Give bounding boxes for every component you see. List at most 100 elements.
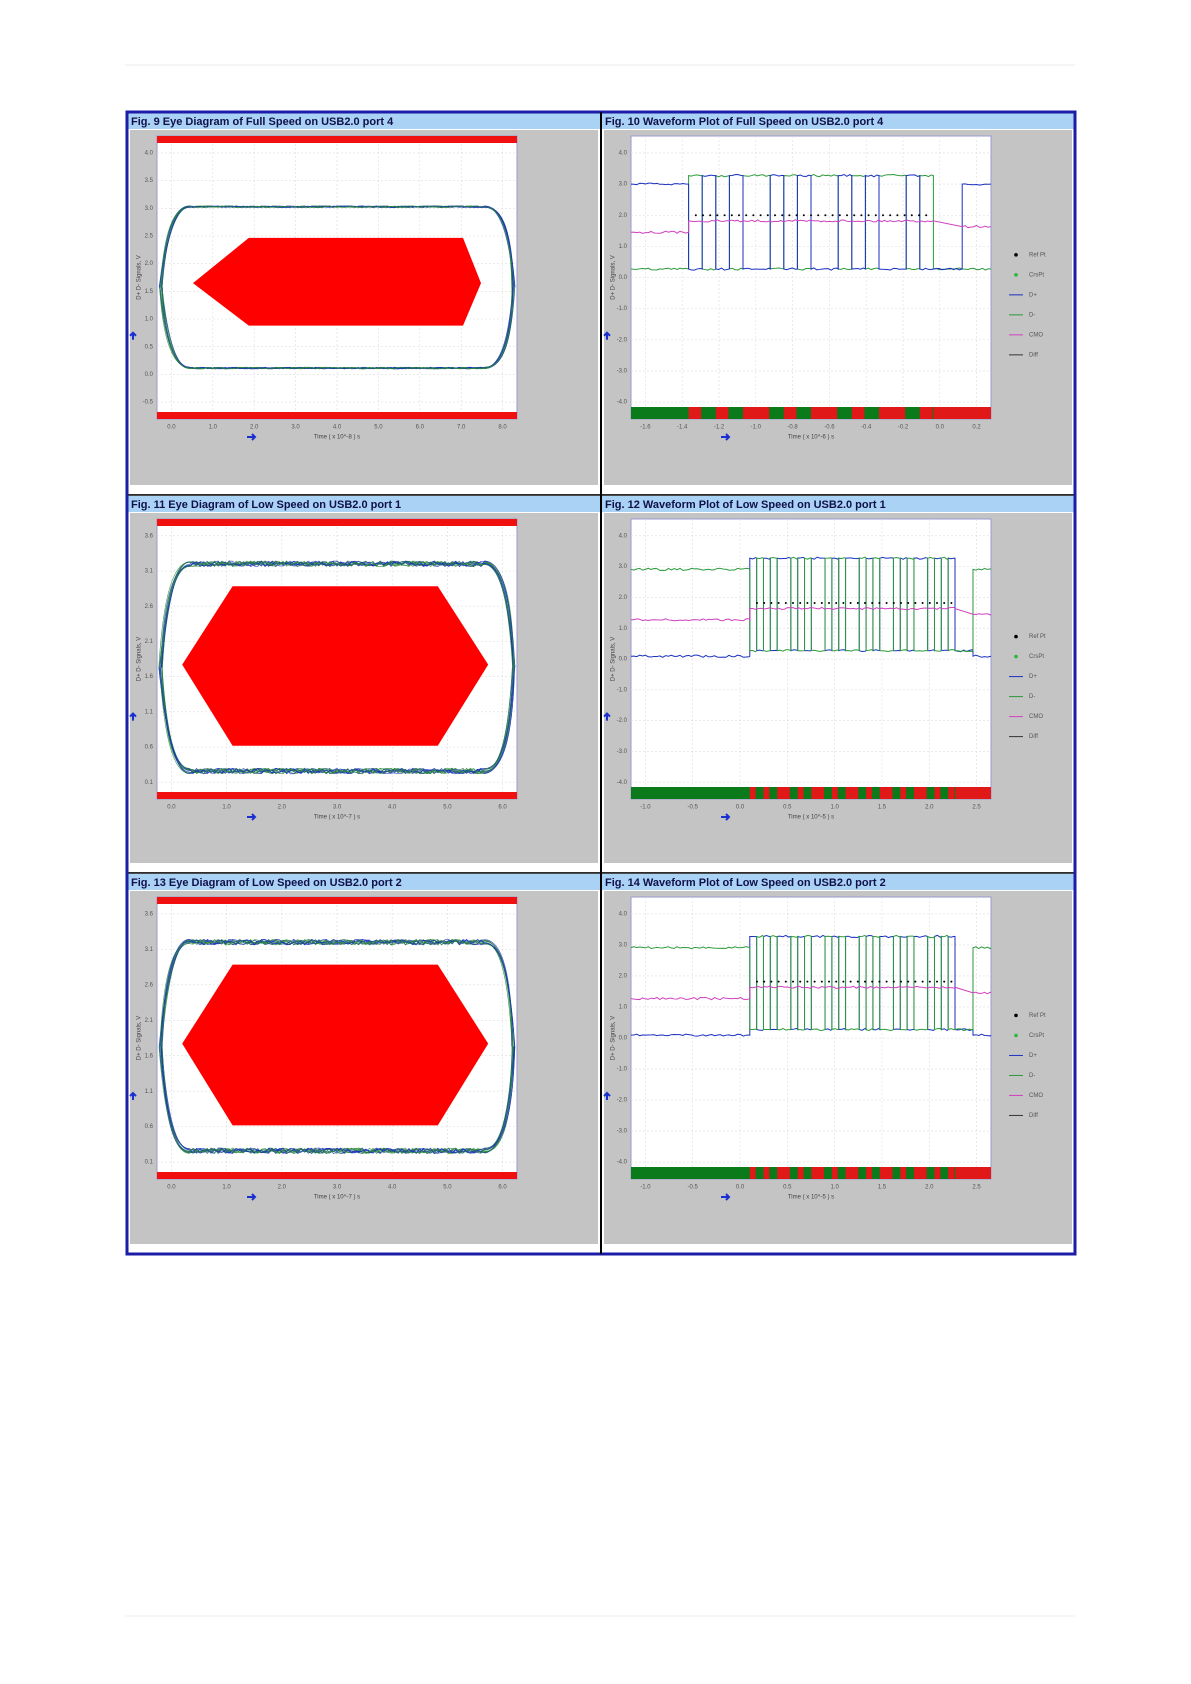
legend-label: D- xyxy=(1029,312,1035,318)
x-tick-label: 0.0 xyxy=(167,1185,176,1191)
ref-point xyxy=(835,980,838,983)
legend-label: D- xyxy=(1029,694,1035,700)
figure-panel: Fig. 10 Waveform Plot of Full Speed on U… xyxy=(600,111,1076,496)
x-tick-label: 3.0 xyxy=(291,425,300,431)
decode-segment xyxy=(777,1167,790,1179)
ref-point xyxy=(716,214,719,217)
x-tick-label: -1.0 xyxy=(640,805,651,811)
ref-point xyxy=(849,602,852,604)
arrow-icon xyxy=(721,813,731,821)
ref-point xyxy=(928,980,931,983)
ref-point xyxy=(864,980,866,983)
legend-label: Diff xyxy=(1029,734,1038,740)
y-tick-label: -0.5 xyxy=(143,400,154,406)
arrow-icon xyxy=(721,1193,731,1201)
ref-point xyxy=(738,214,740,217)
ref-point xyxy=(763,602,766,604)
ref-point xyxy=(910,214,913,217)
x-tick-label: 1.5 xyxy=(878,805,887,811)
ref-point xyxy=(928,602,931,604)
ref-point xyxy=(813,980,816,983)
arrow-icon xyxy=(603,712,611,721)
figure-panel: Fig. 13 Eye Diagram of Low Speed on USB2… xyxy=(126,872,602,1255)
x-tick-label: 7.0 xyxy=(457,425,466,431)
title-bar xyxy=(602,496,1074,512)
figure-title: Fig. 13 Eye Diagram of Low Speed on USB2… xyxy=(131,877,402,889)
decode-segment xyxy=(879,1167,893,1179)
x-tick-label: 6.0 xyxy=(416,425,425,431)
decode-segment xyxy=(866,1167,872,1179)
eye-trace xyxy=(160,1046,516,1155)
decode-segment xyxy=(845,787,859,799)
x-tick-label: 2.0 xyxy=(278,805,287,811)
ref-point xyxy=(921,980,924,983)
x-tick-label: 3.0 xyxy=(333,805,342,811)
ref-point xyxy=(784,602,787,604)
x-axis-label: Time ( x 10^-7 ) s xyxy=(314,1195,360,1201)
ref-point xyxy=(759,214,762,217)
ref-point xyxy=(802,214,805,217)
y-tick-label: 0.0 xyxy=(619,1036,628,1042)
arrow-icon xyxy=(603,331,611,340)
x-tick-label: 1.0 xyxy=(222,1185,231,1191)
legend-label: CrsPt xyxy=(1029,272,1044,278)
eye-trace xyxy=(161,938,516,1047)
ref-point xyxy=(774,214,776,217)
y-tick-label: 0.0 xyxy=(619,275,628,281)
legend-label: CrsPt xyxy=(1029,1033,1044,1039)
legend-label: Ref Pt xyxy=(1029,1013,1046,1019)
common-mode-trace xyxy=(630,985,992,1001)
ref-point xyxy=(792,980,794,983)
x-tick-label: 1.0 xyxy=(209,425,218,431)
mask-bar xyxy=(157,1172,517,1179)
figure-panel: Fig. 11 Eye Diagram of Low Speed on USB2… xyxy=(126,494,602,874)
ref-point xyxy=(900,602,902,604)
x-tick-label: 0.0 xyxy=(936,425,945,431)
y-tick-label: 3.1 xyxy=(145,947,154,953)
eye-trace xyxy=(161,667,514,775)
ref-point xyxy=(766,214,769,217)
legend-marker xyxy=(1014,1033,1018,1038)
x-axis-label: Time ( x 10^-6 ) s xyxy=(788,435,834,441)
y-tick-label: 3.1 xyxy=(145,569,154,575)
ref-point xyxy=(813,602,816,604)
decode-segment xyxy=(688,407,702,419)
legend-marker xyxy=(1014,273,1018,277)
decode-segment xyxy=(934,787,941,799)
decode-segment xyxy=(866,787,872,799)
y-tick-label: -1.0 xyxy=(617,687,628,693)
eye-trace xyxy=(159,667,513,775)
y-tick-label: 1.1 xyxy=(145,1089,154,1095)
figure-title: Fig. 9 Eye Diagram of Full Speed on USB2… xyxy=(131,116,394,128)
legend-label: CrsPt xyxy=(1029,654,1044,660)
ref-point xyxy=(820,980,823,983)
ref-point xyxy=(788,214,791,217)
x-tick-label: 1.0 xyxy=(830,805,839,811)
arrow-icon xyxy=(721,433,731,441)
legend-marker xyxy=(1014,1013,1018,1018)
title-bar xyxy=(602,113,1074,129)
eye-trace xyxy=(159,560,516,668)
x-tick-label: -1.6 xyxy=(640,425,651,431)
ref-point xyxy=(799,602,802,604)
arrow-icon xyxy=(603,1091,611,1101)
figure-title: Fig. 14 Waveform Plot of Low Speed on US… xyxy=(605,877,886,889)
y-tick-label: -2.0 xyxy=(617,718,628,724)
ref-point xyxy=(745,214,748,217)
y-tick-label: 3.0 xyxy=(619,182,628,188)
y-tick-label: 2.0 xyxy=(619,213,628,219)
decode-segment xyxy=(763,1167,770,1179)
legend-marker xyxy=(1014,634,1018,639)
decode-segment xyxy=(900,787,907,799)
x-tick-label: 1.0 xyxy=(222,805,231,811)
x-tick-label: -0.4 xyxy=(861,425,872,431)
ref-point xyxy=(770,980,773,983)
eye-trace xyxy=(161,287,513,370)
x-tick-label: -0.5 xyxy=(688,1185,699,1191)
y-tick-label: 3.0 xyxy=(619,943,628,949)
y-tick-label: -3.0 xyxy=(617,368,628,374)
signal-trace xyxy=(630,173,992,271)
ref-point xyxy=(871,602,874,604)
y-tick-label: 0.0 xyxy=(619,657,628,663)
ref-point xyxy=(763,980,766,983)
